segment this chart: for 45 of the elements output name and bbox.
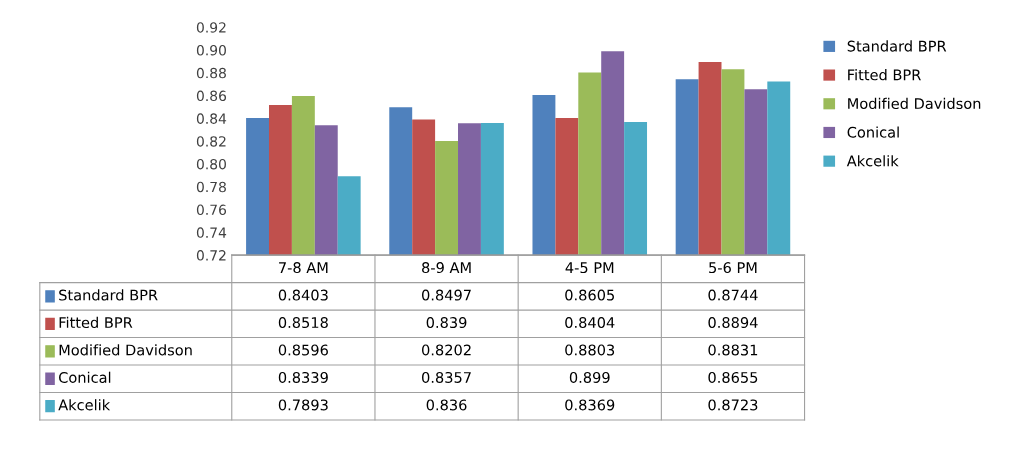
x-tick-label: 8-9 AM — [422, 262, 471, 274]
data-label: 0.839 — [426, 317, 467, 329]
y-tick-label: 0.80 — [196, 158, 226, 170]
legend-label: Conical — [847, 126, 899, 138]
data-label: 0.8831 — [708, 344, 758, 356]
legend-label: Standard BPR — [59, 289, 158, 301]
text: Conical — [59, 371, 111, 383]
data-label: 0.8723 — [708, 399, 758, 411]
legend-label: Fitted BPR — [848, 69, 921, 81]
legend-label: Akcelik — [846, 155, 899, 167]
data-label: 0.7893 — [278, 399, 328, 411]
data-label: 0.8518 — [278, 317, 328, 329]
data-label: 0.8357 — [422, 371, 471, 383]
data-label: 0.899 — [569, 371, 610, 383]
data-label: 0.8497 — [422, 289, 471, 301]
data-label: 0.8744 — [708, 289, 758, 301]
data-label: 0.8404 — [565, 317, 615, 329]
data-label: 0.8596 — [278, 344, 328, 356]
y-tick-label: 0.92 — [196, 22, 226, 33]
text: Standard BPR — [847, 40, 947, 52]
text: Fitted BPR — [59, 316, 133, 329]
y-tick-label: 0.72 — [196, 250, 226, 261]
text: Modified Davidson — [59, 344, 192, 356]
y-tick-label: 0.78 — [196, 181, 226, 193]
data-label: 0.8803 — [565, 344, 615, 356]
text: Akcelik — [58, 399, 111, 411]
x-tick-label: 4-5 PM — [565, 262, 614, 274]
x-tick-label: 7-8 AM — [279, 262, 328, 274]
y-tick-label: 0.90 — [196, 45, 226, 56]
data-label: 0.8369 — [565, 399, 615, 411]
data-label: 0.8403 — [278, 289, 328, 301]
data-label: 0.8655 — [708, 371, 758, 383]
x-tick-label: 5-6 PM — [709, 262, 757, 274]
data-label: 0.8605 — [565, 289, 614, 301]
y-tick-label: 0.76 — [196, 204, 227, 216]
data-label: 0.8202 — [422, 344, 471, 356]
y-tick-label: 0.88 — [196, 67, 226, 79]
data-label: 0.836 — [426, 399, 467, 411]
legend-label: Modified Davidson — [848, 97, 981, 110]
y-tick-label: 0.82 — [196, 136, 226, 147]
y-tick-label: 0.84 — [196, 113, 227, 124]
data-label: 0.8894 — [708, 317, 758, 329]
y-tick-label: 0.86 — [196, 90, 227, 102]
y-tick-label: 0.74 — [196, 227, 227, 238]
data-label: 0.8339 — [278, 371, 328, 383]
